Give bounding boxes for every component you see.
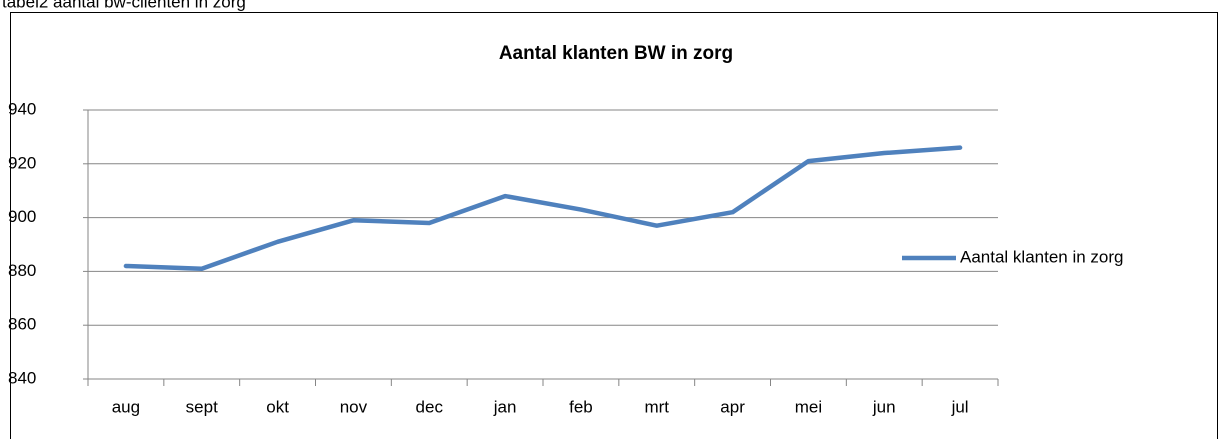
x-tick-label: nov	[340, 397, 368, 416]
legend-label: Aantal klanten in zorg	[960, 247, 1124, 266]
x-tick-label: jan	[493, 397, 517, 416]
x-tick-label: dec	[416, 397, 444, 416]
x-tick-label: okt	[266, 397, 289, 416]
x-tick-label: jul	[951, 397, 969, 416]
y-tick-label: 900	[8, 207, 36, 226]
y-tick-label: 940	[8, 99, 36, 118]
x-tick-label: mrt	[644, 397, 669, 416]
y-tick-label: 880	[8, 261, 36, 280]
x-tick-label: feb	[569, 397, 593, 416]
y-tick-label: 860	[8, 315, 36, 334]
x-tick-label: apr	[720, 397, 745, 416]
x-tick-label: jun	[872, 397, 896, 416]
y-tick-label: 840	[8, 368, 36, 387]
y-tick-label: 920	[8, 153, 36, 172]
x-tick-label: sept	[186, 397, 218, 416]
caption: tabel2 aantal bw-cliënten in zorg	[2, 0, 246, 11]
x-tick-label: aug	[112, 397, 140, 416]
chart-title: Aantal klanten BW in zorg	[499, 43, 733, 64]
x-tick-label: mei	[795, 397, 822, 416]
chart-frame	[10, 12, 1218, 439]
data-line	[123, 145, 963, 271]
